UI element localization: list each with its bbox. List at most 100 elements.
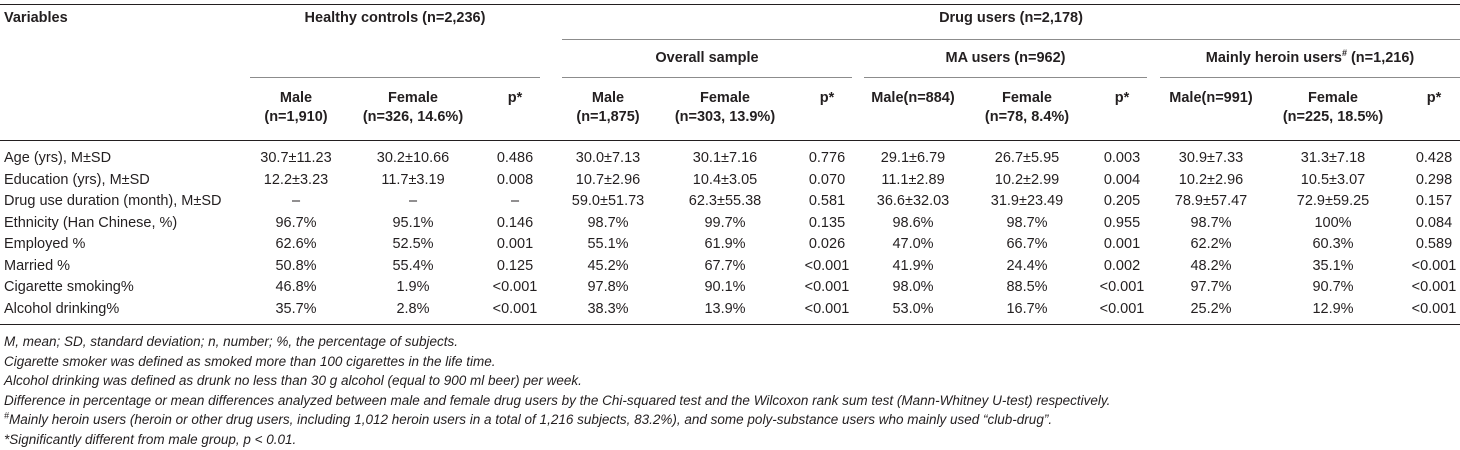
table-cell: 100% bbox=[1314, 214, 1352, 231]
footnote-cigarette: Cigarette smoker was defined as smoked m… bbox=[4, 353, 496, 369]
table-cell: 48.2% bbox=[1190, 257, 1232, 274]
group-rule-os bbox=[562, 77, 852, 78]
group-header-drug-users: Drug users (n=2,178) bbox=[939, 10, 1083, 26]
table-cell: 11.1±2.89 bbox=[881, 171, 945, 188]
table-cell: 0.135 bbox=[808, 214, 846, 231]
table-cell: 10.2±2.96 bbox=[1178, 171, 1244, 188]
table-cell: <0.001 bbox=[1411, 257, 1457, 274]
table-cell: 0.084 bbox=[1415, 214, 1453, 231]
table-cell: 55.1% bbox=[587, 236, 629, 252]
table-cell: 97.7% bbox=[1190, 279, 1232, 295]
row-label: Married % bbox=[4, 257, 71, 274]
table-cell: <0.001 bbox=[1411, 300, 1457, 317]
table-cell: 0.004 bbox=[1103, 171, 1141, 188]
footnote-abbreviations: M, mean; SD, standard deviation; n, numb… bbox=[4, 334, 458, 349]
col-header-hc-male: Male (n=1,910) bbox=[264, 90, 328, 125]
group-rule-heroin bbox=[1160, 77, 1460, 78]
table-cell: 30.9±7.33 bbox=[1178, 150, 1244, 166]
col-header-hc-p: p* bbox=[507, 90, 523, 106]
table-cell: 25.2% bbox=[1190, 300, 1232, 317]
col-header-ma-female: Female (n=78, 8.4%) bbox=[984, 90, 1070, 125]
footnote-statistics: Difference in percentage or mean differe… bbox=[4, 392, 1111, 408]
table-cell: 0.026 bbox=[808, 236, 846, 252]
group-header-healthy-controls: Healthy controls (n=2,236) bbox=[304, 10, 486, 26]
table-cell: 0.955 bbox=[1103, 214, 1141, 231]
table-cell: 90.1% bbox=[704, 279, 746, 295]
table-cell: 97.8% bbox=[587, 279, 629, 295]
table-cell: 55.4% bbox=[392, 257, 434, 274]
table-cell: 30.7±11.23 bbox=[260, 150, 332, 166]
table-cell: 0.070 bbox=[808, 171, 846, 188]
table-cell: 0.205 bbox=[1103, 193, 1141, 209]
table-cell: 2.8% bbox=[396, 300, 430, 317]
table-cell: 12.2±3.23 bbox=[263, 171, 329, 188]
col-header-ma-p: p* bbox=[1114, 90, 1130, 106]
table-cell: 98.7% bbox=[1006, 214, 1048, 231]
table-cell: 0.146 bbox=[496, 214, 534, 231]
table-cell: 66.7% bbox=[1006, 236, 1048, 252]
col-header-os-male: Male (n=1,875) bbox=[576, 90, 640, 125]
table-cell: 98.0% bbox=[892, 279, 934, 295]
table-cell: <0.001 bbox=[804, 300, 850, 317]
table-cell: 11.7±3.19 bbox=[381, 171, 445, 188]
table-cell: 1.9% bbox=[396, 279, 430, 295]
row-label: Education (yrs), M±SD bbox=[4, 171, 150, 188]
table-cell: 30.2±10.66 bbox=[376, 150, 450, 166]
col-header-os-p: p* bbox=[819, 90, 835, 106]
col-header-heroin-female: Female (n=225, 18.5%) bbox=[1282, 90, 1384, 125]
table-cell: 0.486 bbox=[496, 150, 534, 166]
table-cell: 62.2% bbox=[1190, 236, 1232, 252]
table-cell: 78.9±57.47 bbox=[1174, 193, 1248, 209]
col-header-heroin-p: p* bbox=[1426, 90, 1442, 106]
row-label: Drug use duration (month), M±SD bbox=[4, 193, 222, 209]
table-cell: <0.001 bbox=[1099, 279, 1145, 295]
table-cell: 0.298 bbox=[1415, 171, 1453, 188]
table-cell: 59.0±51.73 bbox=[571, 193, 645, 209]
table-cell: 60.3% bbox=[1312, 236, 1354, 252]
table-cell: 0.776 bbox=[808, 150, 846, 166]
table-cell: 0.157 bbox=[1415, 193, 1453, 209]
table-cell: 31.3±7.18 bbox=[1300, 150, 1366, 166]
table-cell: 96.7% bbox=[275, 214, 317, 231]
footnote-alcohol: Alcohol drinking was defined as drunk no… bbox=[4, 373, 582, 388]
table-cell: 62.6% bbox=[275, 236, 317, 252]
footnote-significance: *Significantly different from male group… bbox=[4, 431, 297, 447]
header-bottom-rule bbox=[0, 140, 1460, 141]
row-label: Ethnicity (Han Chinese, %) bbox=[4, 214, 178, 231]
table-cell: 24.4% bbox=[1006, 257, 1048, 274]
table-cell: 10.4±3.05 bbox=[692, 171, 758, 188]
table-cell: 62.3±55.38 bbox=[688, 193, 762, 209]
table-cell: 30.1±7.16 bbox=[692, 150, 758, 166]
table-cell: 35.1% bbox=[1312, 257, 1354, 274]
table-cell: 0.125 bbox=[496, 257, 534, 274]
col-header-ma-male: Male(n=884) bbox=[871, 90, 955, 106]
table-cell: 0.008 bbox=[496, 171, 534, 188]
table-cell: 46.8% bbox=[275, 279, 317, 295]
table-cell: 0.428 bbox=[1415, 150, 1453, 166]
table-cell: 88.5% bbox=[1006, 279, 1048, 295]
table-cell: 31.9±23.49 bbox=[990, 193, 1064, 209]
table-cell: 0.581 bbox=[808, 193, 846, 209]
table-cell: <0.001 bbox=[1411, 279, 1457, 295]
table-cell: <0.001 bbox=[804, 279, 850, 295]
table-cell: 0.003 bbox=[1103, 150, 1141, 166]
subgroup-header-heroin: Mainly heroin users# (n=1,216) bbox=[1205, 48, 1415, 66]
table-cell: <0.001 bbox=[492, 279, 538, 295]
row-label: Cigarette smoking% bbox=[4, 279, 134, 295]
group-rule-ma bbox=[864, 77, 1147, 78]
top-rule bbox=[0, 4, 1460, 5]
table-cell: 98.6% bbox=[892, 214, 934, 231]
table-cell: 98.7% bbox=[587, 214, 629, 231]
table-cell: <0.001 bbox=[1099, 300, 1145, 317]
table-cell: – bbox=[291, 193, 301, 209]
table-cell: 90.7% bbox=[1312, 279, 1354, 295]
footnote-heroin: #Mainly heroin users (heroin or other dr… bbox=[4, 410, 1053, 427]
drug-users-rule bbox=[562, 39, 1460, 40]
subgroup-header-ma: MA users (n=962) bbox=[945, 50, 1066, 66]
table-cell: 41.9% bbox=[892, 257, 934, 274]
table-cell: 95.1% bbox=[392, 214, 434, 231]
row-label: Employed % bbox=[4, 236, 86, 252]
table-cell: 72.9±59.25 bbox=[1296, 193, 1370, 209]
table-cell: 16.7% bbox=[1006, 300, 1048, 317]
